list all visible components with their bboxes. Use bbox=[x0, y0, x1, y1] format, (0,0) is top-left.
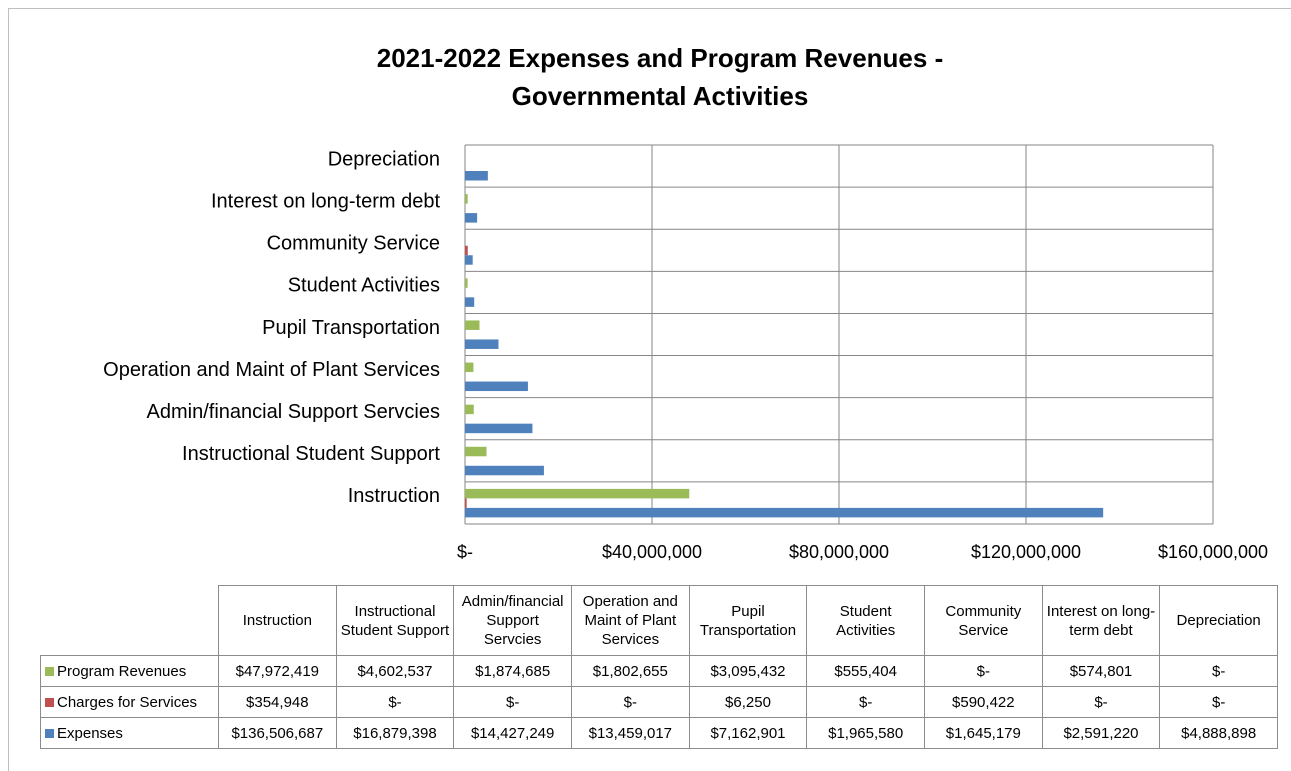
table-cell: $16,879,398 bbox=[335, 717, 455, 749]
table-cell: $2,591,220 bbox=[1041, 717, 1161, 749]
table-cell: $4,888,898 bbox=[1159, 717, 1278, 749]
legend-label: Program Revenues bbox=[57, 662, 187, 680]
table-cell: $1,645,179 bbox=[924, 717, 1043, 749]
bar bbox=[465, 245, 468, 256]
y-tick-label: Instructional Student Support bbox=[182, 443, 440, 465]
y-tick-label: Pupil Transportation bbox=[262, 317, 440, 339]
table-header: Depreciation bbox=[1159, 585, 1278, 656]
table-header: Instructional Student Support bbox=[335, 585, 455, 656]
bar bbox=[465, 381, 528, 392]
table-cell: $- bbox=[806, 686, 925, 718]
y-tick-label: Community Service bbox=[267, 233, 440, 255]
bar bbox=[465, 423, 533, 434]
table-cell: $- bbox=[571, 686, 690, 718]
table-header: Instruction bbox=[218, 585, 337, 656]
bar bbox=[465, 465, 544, 476]
table-cell: $6,250 bbox=[688, 686, 808, 718]
table-cell: $1,965,580 bbox=[806, 717, 925, 749]
table-cell: $3,095,432 bbox=[688, 655, 808, 687]
y-tick-label: Admin/financial Support Servcies bbox=[147, 401, 440, 423]
chart-frame bbox=[8, 8, 1291, 771]
bar bbox=[465, 255, 473, 265]
x-tick-label: $80,000,000 bbox=[789, 542, 889, 562]
bar bbox=[465, 213, 478, 223]
table-cell: $- bbox=[924, 655, 1043, 687]
bar bbox=[465, 362, 474, 373]
bar bbox=[465, 278, 468, 288]
table-cell: $- bbox=[1041, 686, 1161, 718]
legend-label: Charges for Services bbox=[57, 693, 198, 711]
table-cell: $- bbox=[1159, 655, 1278, 687]
chart-title: 2021-2022 Expenses and Program Revenues … bbox=[377, 43, 944, 73]
table-header: Operation and Maint of Plant Services bbox=[571, 585, 690, 656]
table-cell: $47,972,419 bbox=[218, 655, 337, 687]
table-header: Student Activities bbox=[806, 585, 925, 656]
x-tick-label: $- bbox=[457, 542, 473, 562]
bar bbox=[465, 320, 480, 330]
bar bbox=[465, 339, 499, 349]
bar bbox=[465, 507, 1104, 518]
legend-key bbox=[45, 697, 54, 707]
bar bbox=[465, 446, 487, 457]
table-cell: $555,404 bbox=[806, 655, 925, 687]
table-cell: $13,459,017 bbox=[571, 717, 690, 749]
table-cell: $574,801 bbox=[1041, 655, 1161, 687]
table-cell: $14,427,249 bbox=[453, 717, 572, 749]
table-cell: $1,802,655 bbox=[571, 655, 690, 687]
table-row-head: Charges for Services bbox=[40, 686, 219, 718]
x-tick-label: $40,000,000 bbox=[602, 542, 702, 562]
bar bbox=[465, 404, 474, 415]
table-cell: $- bbox=[1159, 686, 1278, 718]
table-header: Pupil Transportation bbox=[688, 585, 808, 656]
table-cell: $- bbox=[335, 686, 455, 718]
table-cell: $- bbox=[453, 686, 572, 718]
table-cell: $4,602,537 bbox=[335, 655, 455, 687]
bar bbox=[465, 297, 475, 307]
legend-key bbox=[45, 666, 54, 676]
table-header: Community Service bbox=[924, 585, 1043, 656]
table-row-head: Program Revenues bbox=[40, 655, 219, 687]
legend-label: Expenses bbox=[57, 724, 123, 742]
table-cell: $7,162,901 bbox=[688, 717, 808, 749]
bar bbox=[465, 194, 468, 204]
y-tick-label: Interest on long-term debt bbox=[211, 190, 440, 212]
y-tick-label: Student Activities bbox=[288, 275, 440, 297]
chart-subtitle: Governmental Activities bbox=[512, 81, 809, 111]
x-tick-label: $160,000,000 bbox=[1158, 542, 1268, 562]
table-cell: $136,506,687 bbox=[218, 717, 337, 749]
table-row-head: Expenses bbox=[40, 717, 219, 749]
x-tick-label: $120,000,000 bbox=[971, 542, 1081, 562]
bar bbox=[465, 171, 488, 181]
bar bbox=[465, 488, 690, 499]
legend-key bbox=[45, 728, 54, 738]
table-cell: $354,948 bbox=[218, 686, 337, 718]
bar bbox=[465, 498, 467, 508]
table-header: Interest on long-term debt bbox=[1041, 585, 1161, 656]
table-cell: $1,874,685 bbox=[453, 655, 572, 687]
y-tick-label: Operation and Maint of Plant Services bbox=[103, 359, 440, 381]
table-header: Admin/financial Support Servcies bbox=[453, 585, 572, 656]
table-cell: $590,422 bbox=[924, 686, 1043, 718]
y-tick-label: Depreciation bbox=[328, 148, 440, 170]
y-tick-label: Instruction bbox=[348, 485, 440, 507]
